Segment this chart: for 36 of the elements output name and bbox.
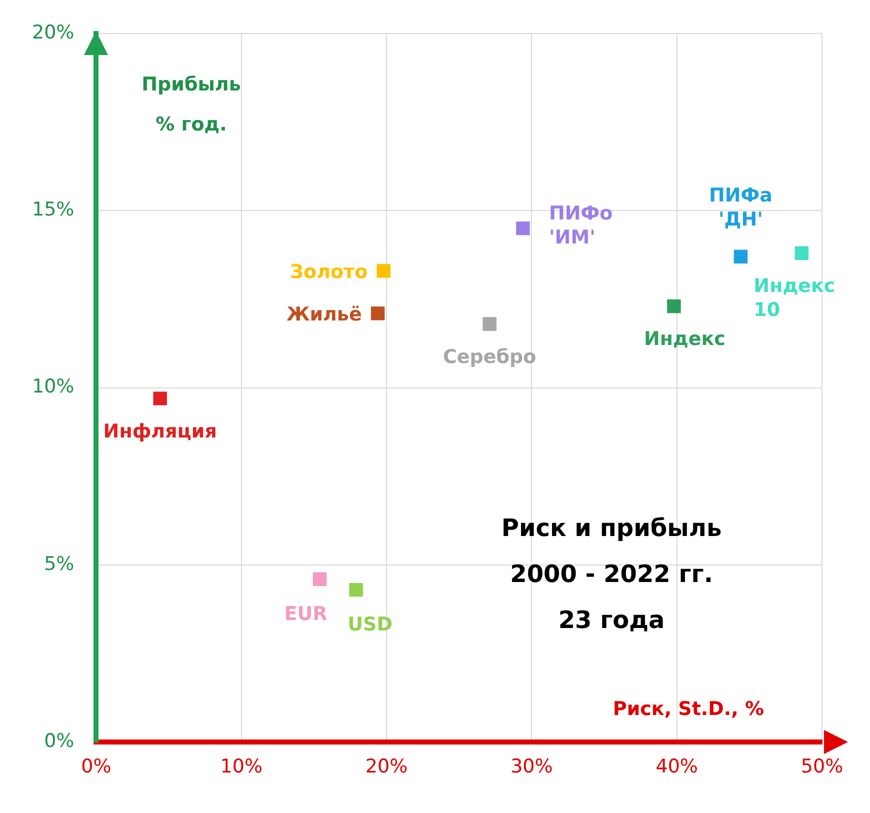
y-tick-label: 15% bbox=[32, 198, 74, 221]
y-tick-label: 5% bbox=[44, 552, 74, 575]
point bbox=[312, 572, 327, 586]
series-label: EUR bbox=[284, 603, 328, 626]
series-label: Индекс bbox=[644, 328, 726, 350]
series-label: Золото bbox=[290, 260, 368, 283]
annotation: Риск и прибыль bbox=[501, 514, 722, 542]
x-tick-label: 30% bbox=[510, 756, 553, 778]
point bbox=[734, 250, 748, 264]
x-tick-label: 20% bbox=[365, 756, 408, 778]
point bbox=[667, 299, 681, 314]
annotation: 2000 - 2022 гг. bbox=[510, 560, 713, 588]
series-label: Жильё bbox=[286, 303, 362, 326]
x-tick-label: 10% bbox=[220, 756, 262, 778]
x-tick-label: 50% bbox=[800, 756, 844, 778]
point bbox=[153, 392, 167, 406]
x-tick-label: 0% bbox=[81, 756, 112, 778]
point bbox=[516, 221, 530, 236]
series-label: ПИФо 'ИМ' bbox=[548, 202, 613, 248]
series-label: ПИФа 'ДН' bbox=[708, 184, 772, 231]
series-label: Серебро bbox=[442, 346, 536, 368]
x-tick-label: 40% bbox=[656, 756, 698, 778]
series-label: Индекс 10 bbox=[754, 275, 836, 322]
point bbox=[482, 317, 496, 331]
point bbox=[376, 264, 390, 278]
point bbox=[349, 582, 363, 597]
x-axis-title: Риск, St.D., % bbox=[612, 698, 764, 720]
point bbox=[794, 246, 809, 260]
y-tick-label: 10% bbox=[32, 376, 74, 398]
point bbox=[370, 306, 385, 320]
series-label: Инфляция bbox=[103, 420, 217, 442]
y-tick-label: 20% bbox=[32, 21, 74, 44]
series-label: USD bbox=[348, 614, 392, 636]
annotation: 23 года bbox=[558, 606, 665, 634]
y-axis-title: Прибыль % год. bbox=[142, 73, 241, 136]
y-tick-label: 0% bbox=[44, 730, 74, 752]
